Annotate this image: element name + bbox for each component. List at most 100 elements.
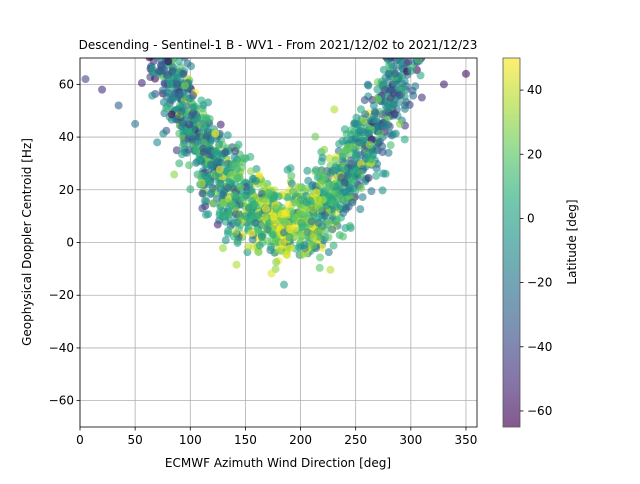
data-point [150,16,158,24]
data-point [166,27,174,35]
data-point [153,28,161,36]
data-point [416,3,424,11]
data-point [357,105,365,113]
data-point [224,131,232,139]
data-point [161,11,169,19]
data-point [313,188,321,196]
data-point [216,181,224,189]
data-point [192,159,200,167]
y-tick-label: 20 [59,183,74,197]
data-point [131,0,139,8]
data-point [361,96,369,104]
data-point [403,14,411,22]
data-point [176,91,184,99]
y-tick-label: −40 [49,341,74,355]
data-point [153,138,161,146]
data-point [331,156,339,164]
data-point [431,5,439,13]
data-point [326,181,334,189]
y-tick-label: −60 [49,394,74,408]
data-point [379,170,387,178]
data-point [267,269,275,277]
data-point [256,241,264,249]
data-point [159,11,167,19]
data-point [342,188,350,196]
data-point [148,13,156,21]
data-point [356,205,364,213]
data-point [415,7,423,15]
data-point [300,241,308,249]
data-point [405,24,413,32]
colorbar-tick-label: −60 [527,404,552,418]
data-point [254,212,262,220]
data-point [258,233,266,241]
data-point [140,3,148,11]
data-point [415,26,423,34]
data-point [160,21,168,29]
data-point [154,12,162,20]
data-point [212,147,220,155]
data-point [158,21,166,29]
data-point [142,12,150,20]
data-point [187,112,195,120]
data-point [140,16,148,24]
data-point [179,70,187,78]
data-point [411,2,419,10]
data-point [440,80,448,88]
data-point [414,16,422,24]
data-point [425,17,433,25]
data-point [376,138,384,146]
data-point [198,189,206,197]
data-point [136,0,144,5]
data-point [316,253,324,261]
data-point [416,9,424,17]
data-point [431,3,439,11]
data-point [197,181,205,189]
y-tick-label: 0 [66,236,74,250]
data-point [144,29,152,37]
data-point [417,29,425,37]
data-point [404,16,412,24]
data-point [376,130,384,138]
data-point [420,3,428,11]
data-point [181,82,189,90]
data-point [205,178,213,186]
data-point [394,28,402,36]
data-point [168,27,176,35]
data-point [244,243,252,251]
data-point [152,6,160,14]
data-point [427,0,435,1]
data-point [149,8,157,16]
data-point [247,167,255,175]
data-point [145,53,153,61]
data-point [422,0,430,8]
data-point [421,7,429,15]
data-point [263,225,271,233]
data-point [141,14,149,22]
x-axis-label: ECMWF Azimuth Wind Direction [deg] [165,456,391,470]
data-point [138,0,146,1]
data-point [145,27,153,35]
data-point [420,4,428,12]
data-point [157,29,165,37]
data-point [422,9,430,17]
data-point [311,133,319,141]
data-point [150,17,158,25]
data-point [170,171,178,179]
data-point [287,172,295,180]
data-point [144,13,152,21]
data-point [387,141,395,149]
data-point [178,150,186,158]
data-point [385,61,393,69]
data-point [272,204,280,212]
data-point [422,0,430,5]
data-point [247,229,255,237]
x-tick-label: 50 [127,433,142,447]
data-point [115,101,123,109]
data-point [294,183,302,191]
data-point [425,12,433,20]
data-point [413,22,421,30]
data-point [397,29,405,37]
colorbar-tick-label: −40 [527,340,552,354]
